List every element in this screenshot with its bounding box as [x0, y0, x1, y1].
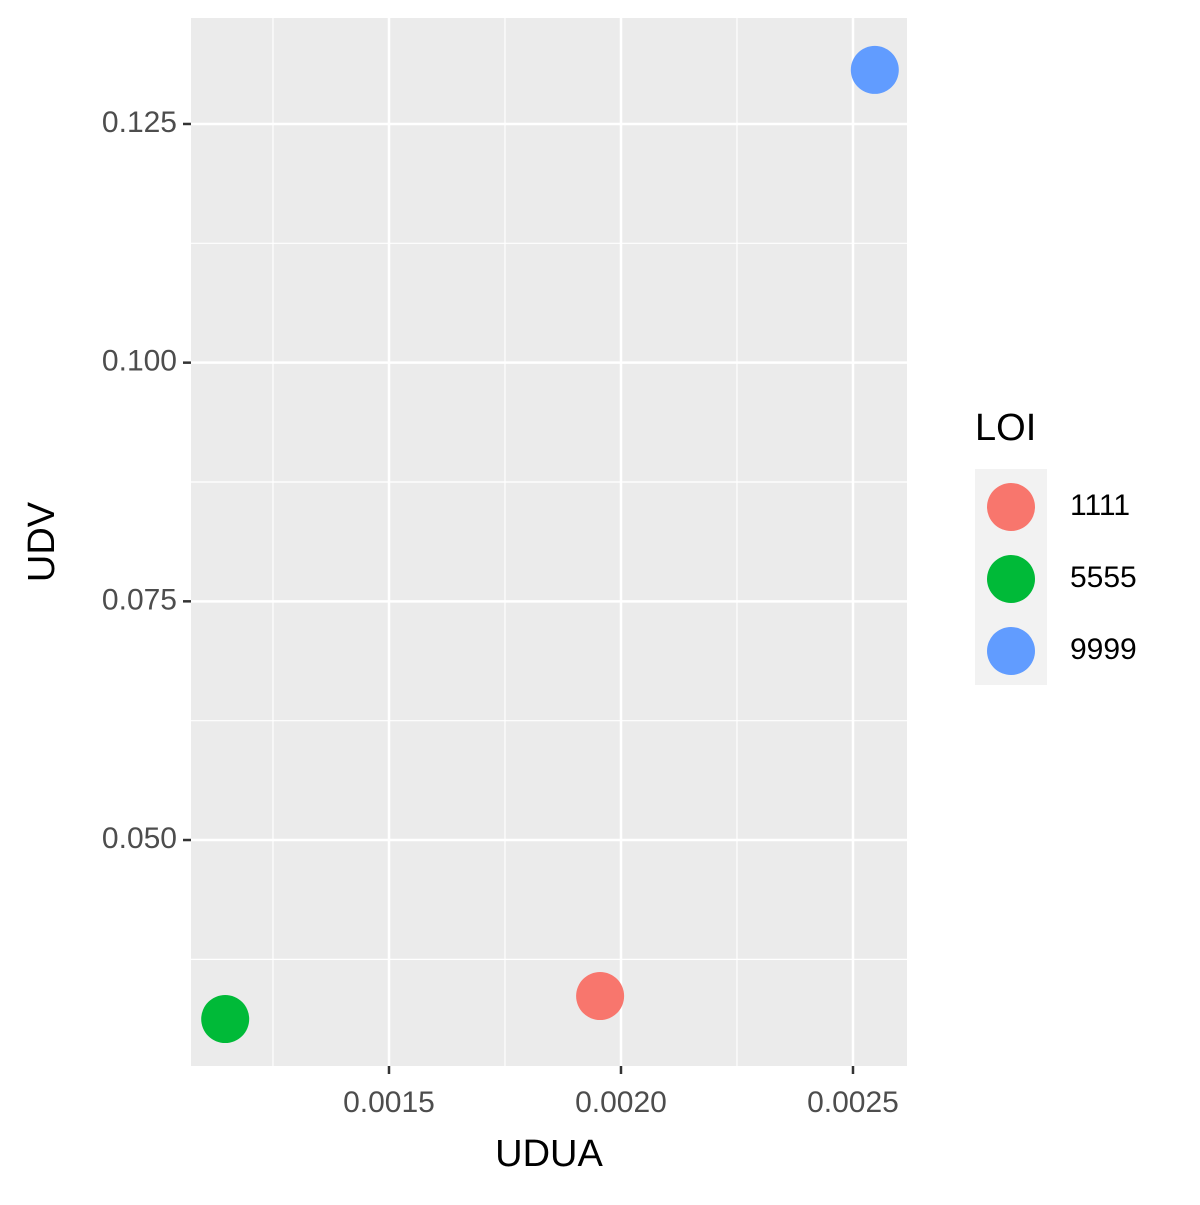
legend-key [987, 483, 1035, 531]
y-tick-label: 0.125 [102, 106, 177, 139]
legend-label: 9999 [1070, 633, 1137, 666]
x-tick-label: 0.0015 [343, 1086, 435, 1119]
y-tick-label: 0.050 [102, 822, 177, 855]
legend-label: 5555 [1070, 561, 1137, 594]
y-tick-label: 0.075 [102, 583, 177, 616]
point [576, 972, 625, 1021]
x-axis-title: UDUA [495, 1133, 603, 1175]
point [201, 995, 250, 1044]
panel [191, 18, 907, 1066]
legend-key [987, 627, 1035, 675]
x-tick-label: 0.0025 [807, 1086, 899, 1119]
point [850, 45, 899, 94]
legend-key [987, 555, 1035, 603]
y-axis-title: UDV [21, 501, 63, 582]
legend-title: LOI [975, 407, 1036, 449]
y-tick-label: 0.100 [102, 345, 177, 378]
legend-label: 1111 [1070, 489, 1130, 522]
x-tick-label: 0.0020 [575, 1086, 667, 1119]
